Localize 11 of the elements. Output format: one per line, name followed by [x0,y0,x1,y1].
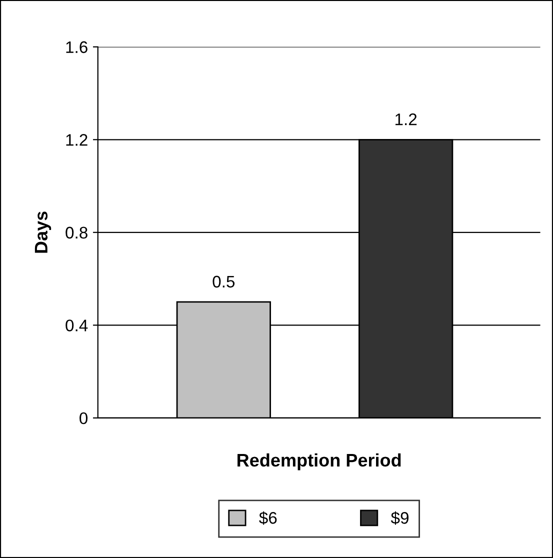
y-axis-title: Days [34,212,52,253]
y-tick-label: 0.4 [66,320,88,332]
y-tick-label: 0 [80,412,88,424]
y-tick-label: 0.8 [66,226,88,239]
x-axis-title: Redemption Period [238,453,401,470]
legend-label: $9 [390,511,408,525]
y-tick-label: 1.2 [66,134,88,146]
data-label: 0.5 [212,276,235,288]
legend-label: $6 [259,511,277,525]
y-tick-label: 1.6 [66,41,88,54]
data-label: 1.2 [396,113,417,126]
